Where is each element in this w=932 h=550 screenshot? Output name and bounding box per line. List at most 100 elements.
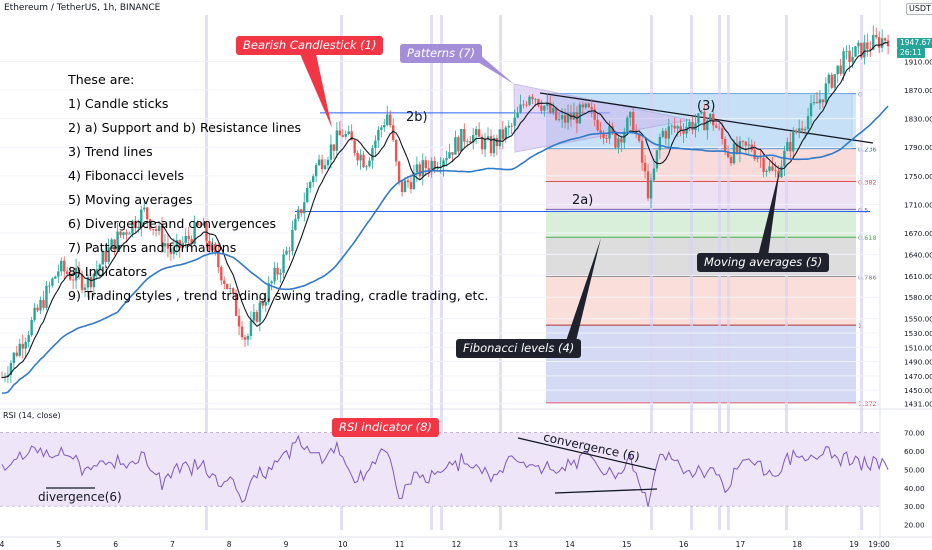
rsi-axis-label: 70.00 (904, 429, 925, 438)
candle-body (872, 35, 875, 50)
candle-body (418, 164, 422, 177)
candle-body (632, 111, 635, 131)
candle-body (744, 141, 748, 146)
candle-body (285, 250, 288, 255)
rsi-band (0, 432, 880, 507)
candle-body (146, 207, 149, 220)
fib-level-label: 0.618 (858, 234, 877, 242)
candle-body (457, 137, 460, 152)
candle-body (658, 136, 662, 151)
candle-body (45, 285, 48, 308)
rsi-title: RSI (14, close) (3, 411, 61, 420)
candle-body (383, 125, 386, 128)
candle-body (421, 160, 425, 177)
candle-body (187, 235, 190, 240)
candle-body (18, 343, 21, 356)
candle-body (552, 107, 555, 113)
price-axis-label: 1670.00 (904, 229, 932, 238)
candle-body (409, 182, 413, 190)
candle-body (649, 180, 653, 199)
candle-body (522, 104, 525, 106)
candle-body (359, 154, 362, 161)
candle-body (504, 127, 507, 140)
candle-body (667, 126, 670, 139)
candle-body (792, 130, 795, 152)
candle-body (519, 104, 522, 113)
candle-body (48, 285, 51, 287)
session-marker (430, 15, 433, 530)
last-price-tag: 1947.67 (897, 38, 932, 48)
candle-body (166, 243, 170, 249)
candle-body (83, 287, 87, 290)
candle-body (640, 140, 644, 163)
candle-body (599, 130, 602, 133)
time-axis-label: 18 (792, 540, 802, 549)
time-axis-label: 4 (0, 540, 5, 549)
candle-body (335, 130, 339, 151)
candle-body (691, 121, 694, 131)
candle-body (513, 117, 516, 126)
callout-bearish-candlestick[interactable]: Bearish Candlestick (1) (236, 36, 384, 55)
candle-body (466, 140, 469, 142)
candle-body (125, 232, 128, 235)
slow-moving-average (1, 105, 889, 394)
candle-body (492, 137, 496, 154)
candle-body (389, 114, 392, 126)
callout-patterns[interactable]: Patterns (7) (400, 44, 483, 63)
divergence-label: divergence(6) (38, 490, 122, 504)
candle-body (71, 279, 75, 281)
candle-body (620, 138, 623, 143)
callout-moving-averages[interactable]: Moving averages (5) (697, 253, 830, 272)
candle-body (36, 307, 39, 311)
candle-body (451, 152, 454, 155)
candle-body (857, 42, 860, 47)
candle-body (587, 103, 590, 108)
candle-body (211, 243, 214, 251)
candle-body (193, 222, 196, 244)
candle-body (243, 337, 247, 340)
candle-body (629, 111, 632, 118)
candle-body (220, 267, 223, 281)
session-marker (650, 15, 653, 530)
candle-body (140, 209, 143, 228)
notes-title: These are: (68, 72, 135, 87)
candle-body (258, 302, 262, 322)
note-item: 2) a) Support and b) Resistance lines (68, 120, 302, 135)
time-axis-label: 16 (679, 540, 689, 549)
candle-body (320, 159, 324, 169)
price-axis-label: 1510.00 (904, 343, 932, 352)
candle-body (332, 144, 336, 151)
candle-body (848, 50, 851, 63)
currency-selector[interactable]: USDT (906, 3, 932, 15)
candle-body (329, 144, 333, 160)
candle-body (634, 130, 638, 135)
candle-body (24, 341, 27, 349)
time-axis-label: 8 (227, 540, 232, 549)
candle-body (537, 99, 540, 106)
candle-body (199, 225, 202, 227)
candle-body (279, 272, 282, 275)
candle-body (540, 105, 543, 111)
candle-body (42, 299, 45, 308)
candle-body (795, 130, 798, 133)
candle-body (836, 65, 839, 75)
candle-body (107, 247, 110, 262)
callout-fibonacci-levels[interactable]: Fibonacci levels (4) (456, 339, 582, 358)
candle-body (427, 168, 430, 172)
price-axis-label: 1710.00 (904, 200, 932, 209)
candle-body (685, 126, 688, 134)
callout-rsi-indicator[interactable]: RSI indicator (8) (332, 418, 439, 437)
session-marker (727, 15, 730, 530)
candle-body (646, 171, 650, 199)
candle-body (759, 157, 762, 159)
candle-body (347, 131, 350, 135)
candle-body (670, 125, 673, 127)
candle-body (323, 165, 327, 169)
candle-body (430, 160, 433, 172)
candle-body (172, 247, 176, 254)
candle-body (249, 320, 253, 336)
price-axis-label: 1580.00 (904, 293, 932, 302)
price-axis-label: 1431.00 (904, 400, 932, 409)
candle-body (400, 181, 404, 193)
